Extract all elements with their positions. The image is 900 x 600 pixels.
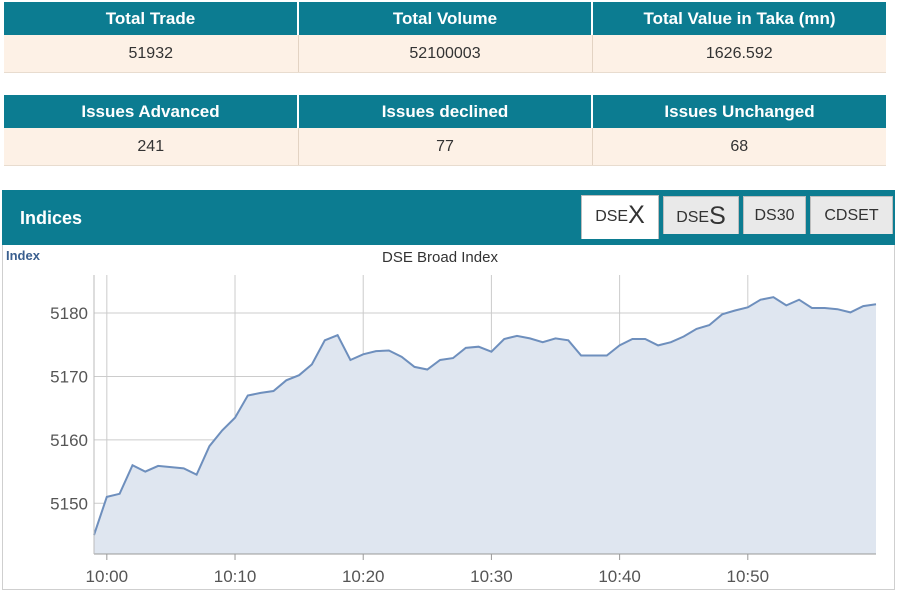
table-row: 241 77 68 <box>4 128 886 166</box>
series-line <box>93 296 877 536</box>
total-volume-value: 52100003 <box>298 35 593 73</box>
y-tick-label: 5160 <box>50 431 88 450</box>
x-tick-label: 10:20 <box>342 567 385 586</box>
tab-dsex-suffix: X <box>628 201 645 229</box>
tab-ds30[interactable]: DS30 <box>743 196 806 234</box>
x-tick-label: 10:00 <box>86 567 129 586</box>
issues-unchanged-value: 68 <box>592 128 886 166</box>
x-tick-label: 10:40 <box>598 567 641 586</box>
tab-dsex-prefix: DSE <box>595 208 629 225</box>
tab-dses-prefix: DSE <box>676 209 710 226</box>
x-tick-label: 10:50 <box>727 567 770 586</box>
total-trade-value: 51932 <box>4 35 299 73</box>
chart-title: DSE Broad Index <box>382 249 498 266</box>
total-trade-header: Total Trade <box>4 2 299 35</box>
y-axis-label: Index <box>6 248 41 263</box>
tab-dses-suffix: S <box>709 202 726 230</box>
tab-cdset[interactable]: CDSET <box>810 196 893 234</box>
tab-dsex[interactable]: DSEX <box>581 195 659 239</box>
x-tick-label: 10:10 <box>214 567 257 586</box>
table-header-row: Issues Advanced Issues declined Issues U… <box>4 95 886 128</box>
table-header-row: Total Trade Total Volume Total Value in … <box>4 2 886 35</box>
total-value-value: 1626.592 <box>592 35 886 73</box>
y-tick-label: 5150 <box>50 494 88 513</box>
issues-advanced-header: Issues Advanced <box>4 95 299 128</box>
total-volume-header: Total Volume <box>298 2 593 35</box>
issues-unchanged-header: Issues Unchanged <box>592 95 886 128</box>
y-tick-label: 5170 <box>50 367 88 386</box>
x-tick-label: 10:30 <box>470 567 513 586</box>
indices-title: Indices <box>20 208 83 228</box>
indices-header: Indices DSEX DSES DS30 CDSET <box>2 190 895 245</box>
issues-table: Issues Advanced Issues declined Issues U… <box>4 95 886 166</box>
issues-advanced-value: 241 <box>4 128 299 166</box>
total-value-header: Total Value in Taka (mn) <box>592 2 886 35</box>
dse-broad-index-chart: 5150 5160 5170 5180 10:00 10:10 10:20 10:30 10:4… <box>6 248 877 586</box>
chart-container: 5150 5160 5170 5180 10:00 10:10 10:20 10:30 10:4… <box>2 245 895 590</box>
issues-declined-value: 77 <box>298 128 593 166</box>
issues-declined-header: Issues declined <box>298 95 593 128</box>
series-area <box>94 297 876 554</box>
table-row: 51932 52100003 1626.592 <box>4 35 886 73</box>
indices-panel: Indices DSEX DSES DS30 CDSET 5150 5160 517… <box>2 190 895 590</box>
tab-dses[interactable]: DSES <box>663 196 739 234</box>
market-summary-table: Total Trade Total Volume Total Value in … <box>4 2 886 73</box>
y-tick-label: 5180 <box>50 304 88 323</box>
